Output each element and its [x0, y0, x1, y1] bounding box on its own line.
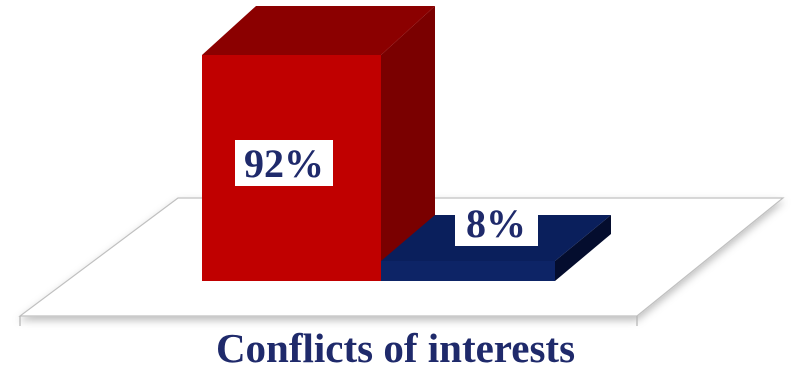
bar-92-top [202, 6, 435, 55]
bar-92-percent: 92% [202, 6, 435, 281]
bar-92-side [381, 6, 435, 281]
category-label: Conflicts of interests [215, 325, 576, 371]
bar-8-front [381, 261, 555, 281]
bar-8-side [555, 215, 611, 281]
bar-92-label-box [235, 140, 333, 186]
bar-8-percent: 8% [381, 200, 611, 281]
bar-8-label-box [455, 200, 538, 246]
bar-92-label: 92% [244, 141, 324, 186]
bar-8-label: 8% [466, 201, 526, 246]
